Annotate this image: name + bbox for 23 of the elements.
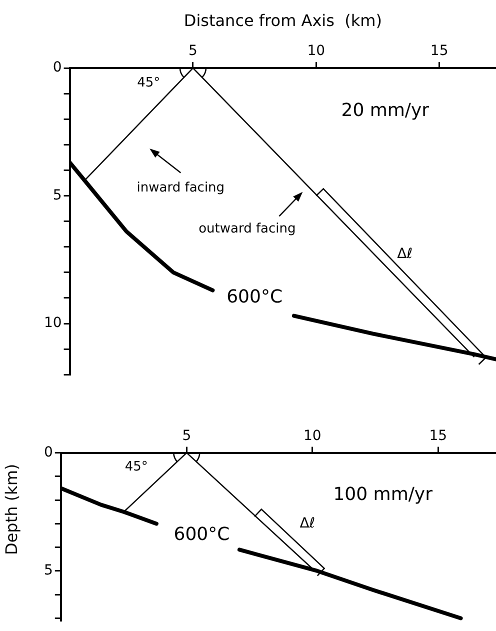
annotation: 45° <box>124 459 148 474</box>
annotation: Δℓ <box>300 515 316 532</box>
x-tick-label: 10 <box>307 43 326 60</box>
x-tick-label: 15 <box>430 43 448 60</box>
y-tick-label: 5 <box>44 562 53 579</box>
annotation: inward facing <box>136 180 225 196</box>
annotation: 600°C <box>174 524 230 546</box>
annotation: 100 mm/yr <box>333 484 434 506</box>
x-axis-title: Distance from Axis (km) <box>184 10 382 30</box>
x-tick-label: 10 <box>303 428 322 444</box>
x-tick-label: 5 <box>182 428 192 444</box>
annotation: 600°C <box>226 286 283 308</box>
x-tick-label: 15 <box>429 428 448 444</box>
y-axis-title: Depth (km) <box>2 464 21 555</box>
annotation: 45° <box>137 76 160 91</box>
annotation: 20 mm/yr <box>341 100 430 122</box>
y-tick-label: 0 <box>52 60 62 76</box>
annotation: Δℓ <box>397 246 413 262</box>
annotation: outward facing <box>198 221 296 236</box>
y-tick-label: 10 <box>44 315 62 332</box>
y-tick-label: 0 <box>44 444 53 460</box>
y-tick-label: 5 <box>52 187 62 204</box>
x-tick-label: 5 <box>188 43 198 60</box>
